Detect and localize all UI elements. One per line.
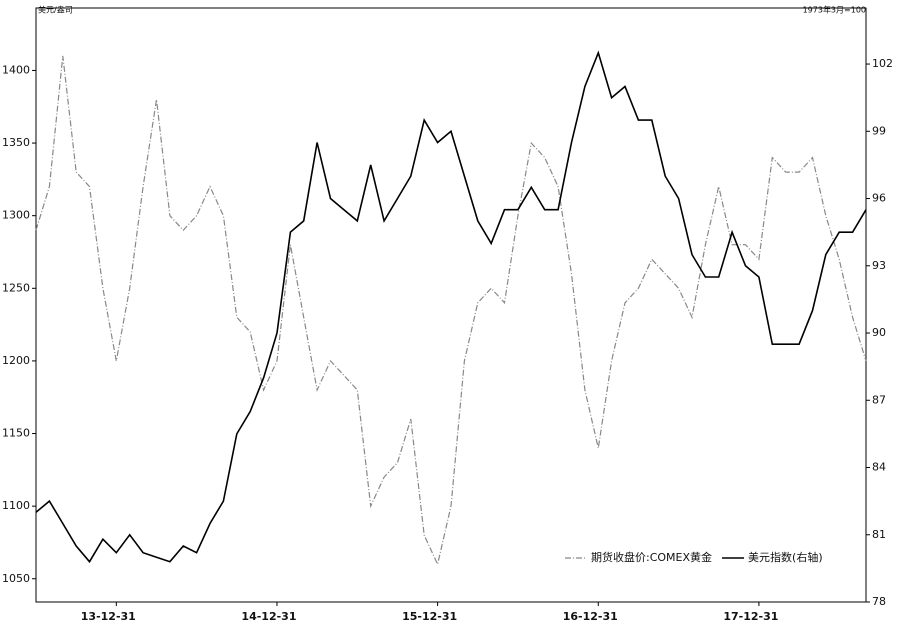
- x-tick-label: 14-12-31: [241, 610, 296, 623]
- plot-frame: [35, 7, 867, 603]
- y-tick-label: 1350: [2, 136, 30, 149]
- y-tick-label: 1050: [2, 572, 30, 585]
- y-axis-label: 美元/盎司: [38, 5, 73, 15]
- legend-label: 期货收盘价:COMEX黄金: [591, 550, 712, 564]
- y2-tick-label: 81: [872, 528, 886, 541]
- y2-axis-label: 1973年3月=100: [803, 5, 866, 15]
- y-tick-label: 1100: [2, 499, 30, 512]
- y-tick-label: 1150: [2, 427, 30, 440]
- x-tick-label: 16-12-31: [563, 610, 618, 623]
- series-line: [35, 55, 867, 567]
- y2-tick-label: 87: [872, 393, 886, 406]
- x-tick-label: 17-12-31: [723, 610, 778, 623]
- y2-tick-label: 96: [872, 192, 886, 205]
- y2-tick-label: 102: [872, 57, 893, 70]
- y2-tick-label: 99: [872, 124, 886, 137]
- y2-tick-label: 90: [872, 326, 886, 339]
- y-tick-label: 1300: [2, 209, 30, 222]
- y2-tick-label: 93: [872, 259, 886, 272]
- y-tick-label: 1400: [2, 63, 30, 76]
- y2-tick-label: 78: [872, 595, 886, 608]
- y-tick-label: 1250: [2, 281, 30, 294]
- legend-label: 美元指数(右轴): [748, 550, 823, 564]
- y2-tick-label: 84: [872, 461, 886, 474]
- x-tick-label: 13-12-31: [81, 610, 136, 623]
- series-line: [35, 50, 867, 564]
- y-tick-label: 1200: [2, 354, 30, 367]
- x-tick-label: 15-12-31: [402, 610, 457, 623]
